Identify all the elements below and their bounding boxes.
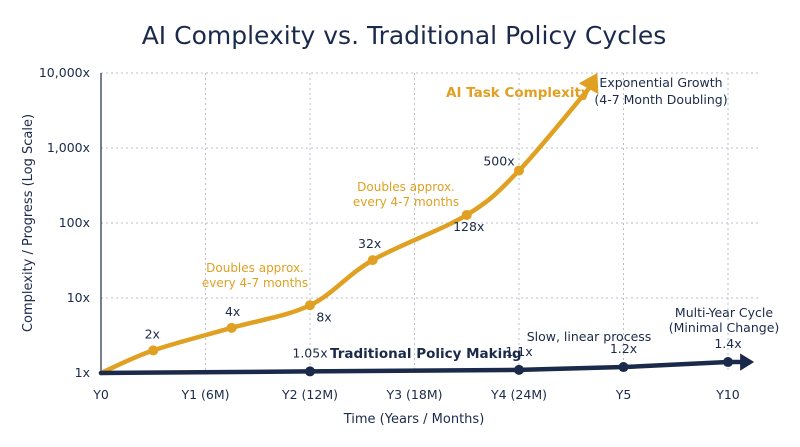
annotation-doubles-b-1: Doubles approx.: [357, 180, 455, 194]
annotation-slow-linear: Slow, linear process: [527, 329, 652, 344]
policy-data-point: [305, 366, 315, 377]
annotation-doubles-b-2: every 4-7 months: [353, 195, 459, 209]
policy-data-label: 1.4x: [714, 336, 741, 351]
x-tick-label: Y10: [715, 387, 740, 402]
annotation-doubles-a-1: Doubles approx.: [206, 261, 304, 275]
ai-data-point: [305, 300, 315, 311]
y-tick-label: 1x: [75, 365, 90, 380]
x-tick-label: Y5: [615, 387, 632, 402]
ai-data-label: 2x: [145, 326, 160, 341]
policy-arrow-head: [740, 353, 755, 371]
annotation-multi-year-2: (Minimal Change): [669, 320, 780, 335]
y-tick-labels: 1x 10x 100x 1,000x 10,000x: [39, 65, 90, 380]
y-tick-label: 100x: [59, 215, 90, 230]
y-axis-label: Complexity / Progress (Log Scale): [21, 114, 36, 332]
x-tick-label: Y1 (6M): [180, 387, 229, 402]
x-tick-label: Y3 (18M): [385, 387, 442, 402]
ai-series-line: [98, 86, 591, 376]
ai-data-label: 4x: [225, 304, 240, 319]
annotation-multi-year-1: Multi-Year Cycle: [675, 305, 773, 320]
ai-data-point: [461, 209, 472, 220]
x-tick-label: Y0: [92, 387, 109, 402]
x-tick-labels: Y0 Y1 (6M) Y2 (12M) Y3 (18M) Y4 (24M) Y5 Y10: [92, 387, 740, 402]
ai-data-label: 32x: [358, 236, 381, 251]
x-tick-label: Y4 (24M): [490, 387, 547, 402]
ai-data-label: 500x: [483, 154, 514, 169]
ai-data-point: [226, 322, 237, 333]
series-name-ai: AI Task Complexity: [446, 85, 590, 101]
ai-data-point: [367, 255, 378, 266]
policy-data-point: [618, 362, 629, 373]
chart-title: AI Complexity vs. Traditional Policy Cyc…: [142, 21, 667, 50]
grid-lines: [101, 72, 758, 373]
policy-series-line: [98, 359, 743, 376]
annotation-exponential-2: (4-7 Month Doubling): [594, 92, 727, 107]
y-tick-label: 10,000x: [39, 65, 90, 80]
y-tick-label: 10x: [67, 290, 90, 305]
annotation-doubles-a-2: every 4-7 months: [202, 276, 308, 290]
series-name-policy: Traditional Policy Making: [330, 346, 522, 362]
ai-data-point: [514, 165, 524, 176]
policy-data-label: 1.05x: [292, 345, 327, 360]
x-axis-label: Time (Years / Months): [343, 412, 485, 427]
x-tick-label: Y2 (12M): [281, 387, 338, 402]
ai-data-point: [148, 345, 159, 356]
y-tick-label: 1,000x: [47, 140, 90, 155]
ai-data-label: 8x: [316, 309, 331, 324]
policy-data-label: 1.1x: [505, 344, 532, 359]
ai-arrow-head: [578, 73, 599, 95]
ai-data-label: 128x: [453, 219, 484, 234]
annotation-exponential-1: Exponential Growth: [599, 75, 722, 90]
policy-data-label: 1.2x: [610, 341, 637, 356]
policy-data-point: [514, 364, 524, 375]
series-ai-task-complexity: 2x 4x 8x 32x 128x 500x: [98, 73, 599, 376]
series-traditional-policy: 1.05x 1.1x 1.2x 1.4x: [98, 336, 755, 377]
policy-data-point: [723, 357, 733, 368]
